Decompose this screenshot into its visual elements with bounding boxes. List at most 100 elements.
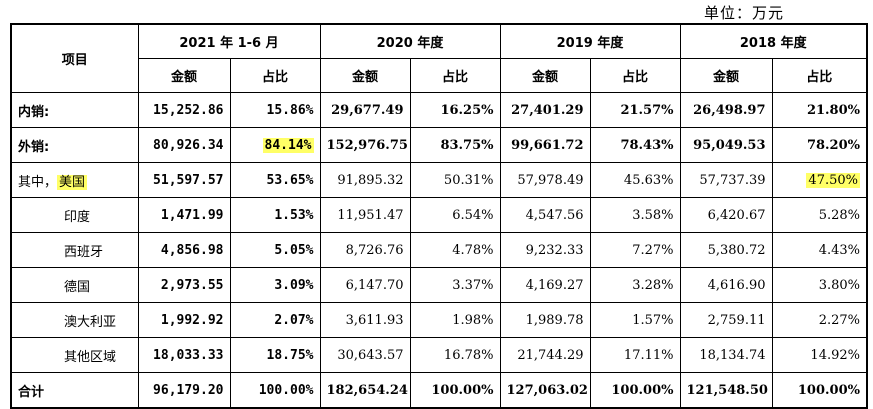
header-period: 2019 年度 [499, 23, 681, 59]
ratio-cell: 84.14% [229, 127, 321, 163]
ratio-cell: 16.25% [409, 92, 501, 128]
amount-cell: 26,498.97 [679, 92, 773, 128]
header-item: 项目 [10, 23, 139, 93]
table-row: 印度 1,471.99 1.53% 11,951.47 6.54% 4,547.56 3.5… [10, 197, 868, 233]
ratio-cell: 3.28% [589, 267, 681, 303]
amount-cell: 8,726.76 [319, 232, 411, 268]
amount-cell: 57,978.49 [499, 162, 591, 198]
ratio-cell: 2.07% [229, 302, 321, 338]
ratio-cell: 21.80% [771, 92, 868, 128]
ratio-cell: 21.57% [589, 92, 681, 128]
row-label-prefix: 其中， [18, 174, 58, 190]
amount-cell: 21,744.29 [499, 337, 591, 373]
table-body: 内销: 15,252.86 15.86% 29,677.49 16.25% 27,401.… [10, 92, 868, 409]
amount-cell: 99,661.72 [499, 127, 591, 163]
ratio-cell: 100.00% [409, 372, 501, 409]
row-label-highlighted: 美国 [57, 174, 88, 190]
amount-cell: 91,895.32 [319, 162, 411, 198]
sales-by-region-table: 项目 2021 年 1-6 月 2020 年度 2019 年度 2018 年度 … [10, 23, 868, 409]
table-row: 其中， 美国 51,597.57 53.65% 91,895.32 50.31% 57,97… [10, 162, 868, 198]
header-ratio: 占比 [589, 58, 681, 93]
amount-cell: 29,677.49 [319, 92, 411, 128]
ratio-cell: 78.43% [589, 127, 681, 163]
amount-cell: 5,380.72 [679, 232, 773, 268]
header-amount: 金额 [137, 58, 231, 93]
ratio-cell: 3.80% [771, 267, 868, 303]
highlighted-value: 47.50% [806, 172, 860, 188]
row-label: 印度 [10, 197, 139, 233]
table-row: 合计 96,179.20 100.00% 182,654.24 100.00% 127,0… [10, 372, 868, 409]
header-ratio: 占比 [229, 58, 321, 93]
header-row-periods: 项目 2021 年 1-6 月 2020 年度 2019 年度 2018 年度 [10, 23, 868, 93]
row-label: 西班牙 [10, 232, 139, 268]
amount-cell: 4,616.90 [679, 267, 773, 303]
ratio-cell: 47.50% [771, 162, 868, 198]
table-row: 其他区域 18,033.33 18.75% 30,643.57 16.78% 21,744… [10, 337, 868, 373]
header-ratio: 占比 [771, 58, 868, 93]
header-amount: 金额 [679, 58, 773, 93]
ratio-cell: 1.98% [409, 302, 501, 338]
amount-cell: 152,976.75 [319, 127, 411, 163]
table-row: 西班牙 4,856.98 5.05% 8,726.76 4.78% 9,232.33 7.2… [10, 232, 868, 268]
ratio-cell: 78.20% [771, 127, 868, 163]
ratio-cell: 100.00% [229, 372, 321, 409]
row-label: 内销: [10, 92, 139, 128]
amount-cell: 80,926.34 [137, 127, 231, 163]
ratio-cell: 17.11% [589, 337, 681, 373]
amount-cell: 1,471.99 [137, 197, 231, 233]
amount-cell: 4,856.98 [137, 232, 231, 268]
ratio-cell: 3.58% [589, 197, 681, 233]
amount-cell: 1,989.78 [499, 302, 591, 338]
row-label: 澳大利亚 [10, 302, 139, 338]
amount-cell: 18,033.33 [137, 337, 231, 373]
highlighted-value: 84.14% [262, 137, 314, 153]
amount-cell: 121,548.50 [679, 372, 773, 409]
amount-cell: 57,737.39 [679, 162, 773, 198]
amount-cell: 27,401.29 [499, 92, 591, 128]
amount-cell: 4,169.27 [499, 267, 591, 303]
amount-cell: 2,973.55 [137, 267, 231, 303]
table-row: 内销: 15,252.86 15.86% 29,677.49 16.25% 27,401.… [10, 92, 868, 128]
header-period: 2021 年 1-6 月 [137, 23, 321, 59]
ratio-cell: 45.63% [589, 162, 681, 198]
amount-cell: 18,134.74 [679, 337, 773, 373]
header-ratio: 占比 [409, 58, 501, 93]
header-amount: 金额 [499, 58, 591, 93]
table-row: 德国 2,973.55 3.09% 6,147.70 3.37% 4,169.27 3.28… [10, 267, 868, 303]
ratio-cell: 3.37% [409, 267, 501, 303]
amount-cell: 11,951.47 [319, 197, 411, 233]
row-label: 合计 [10, 372, 139, 409]
ratio-cell: 3.09% [229, 267, 321, 303]
ratio-cell: 100.00% [589, 372, 681, 409]
amount-cell: 51,597.57 [137, 162, 231, 198]
amount-cell: 15,252.86 [137, 92, 231, 128]
ratio-cell: 14.92% [771, 337, 868, 373]
header-period: 2018 年度 [679, 23, 868, 59]
table-row: 澳大利亚 1,992.92 2.07% 3,611.93 1.98% 1,989.78 1.… [10, 302, 868, 338]
header-row-metrics: 金额 占比 金额 占比 金额 占比 金额 占比 [11, 58, 868, 93]
ratio-cell: 5.28% [771, 197, 868, 233]
row-label: 外销: [10, 127, 139, 163]
amount-cell: 95,049.53 [679, 127, 773, 163]
ratio-cell: 18.75% [229, 337, 321, 373]
amount-cell: 1,992.92 [137, 302, 231, 338]
ratio-cell: 16.78% [409, 337, 501, 373]
amount-cell: 2,759.11 [679, 302, 773, 338]
table-row: 外销: 80,926.34 84.14% 152,976.75 83.75% 99,661… [10, 127, 868, 163]
amount-cell: 9,232.33 [499, 232, 591, 268]
row-label: 其中， 美国 [10, 162, 139, 198]
ratio-cell: 5.05% [229, 232, 321, 268]
ratio-cell: 4.78% [409, 232, 501, 268]
header-amount: 金额 [319, 58, 411, 93]
ratio-cell: 7.27% [589, 232, 681, 268]
row-label: 其他区域 [10, 337, 139, 373]
amount-cell: 127,063.02 [499, 372, 591, 409]
ratio-cell: 50.31% [409, 162, 501, 198]
ratio-cell: 53.65% [229, 162, 321, 198]
amount-cell: 96,179.20 [137, 372, 231, 409]
amount-cell: 3,611.93 [319, 302, 411, 338]
header-period: 2020 年度 [319, 23, 501, 59]
amount-cell: 6,147.70 [319, 267, 411, 303]
row-label: 德国 [10, 267, 139, 303]
ratio-cell: 100.00% [771, 372, 868, 409]
